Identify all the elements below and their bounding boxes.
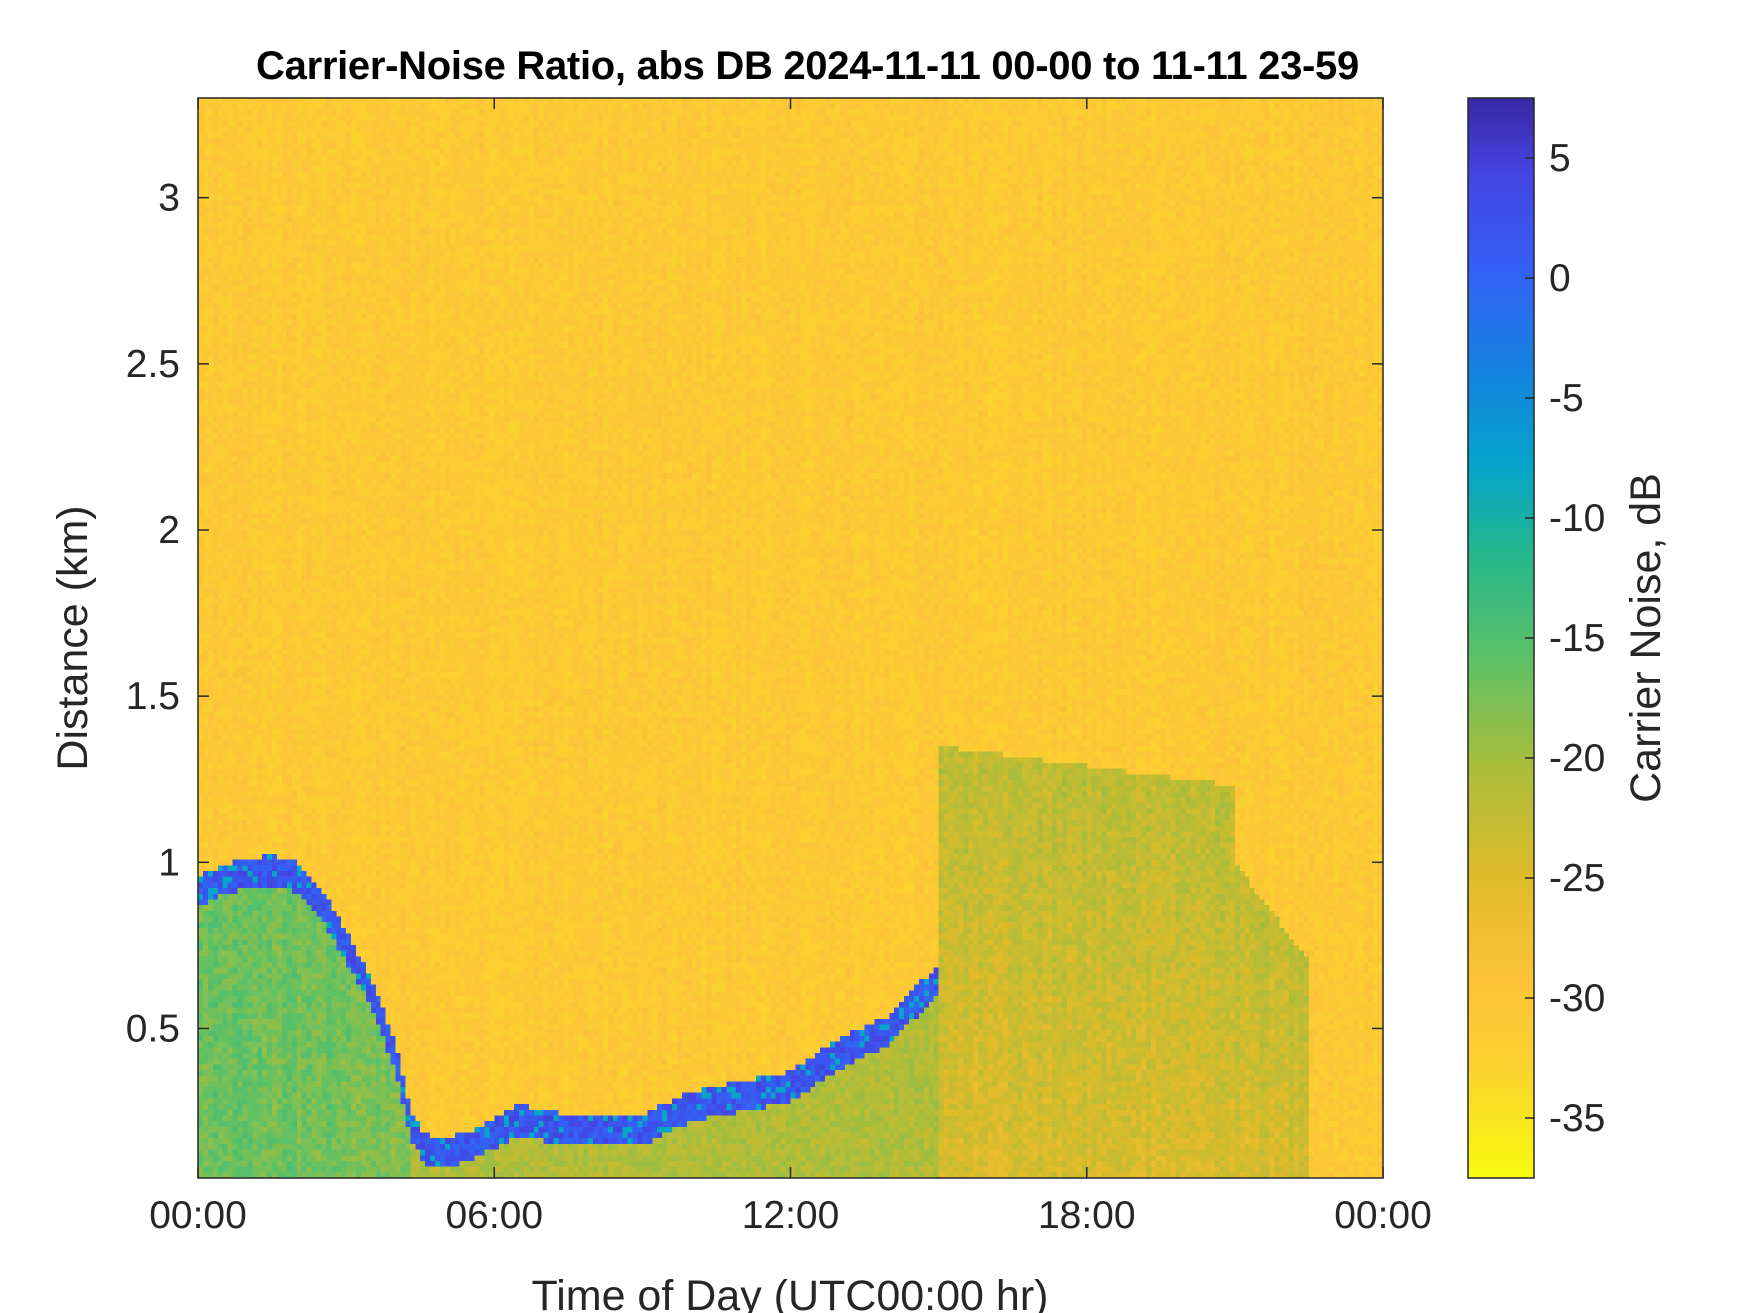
colorbar-tick-label: -25	[1549, 857, 1605, 900]
y-tick-label: 2.5	[126, 343, 180, 386]
y-axis-ticks: 0.5 1 1.5 2 2.5 3	[126, 177, 1383, 1050]
y-tick-label: 3	[158, 177, 180, 220]
colorbar-ticks: 5 0 -5 -10 -15 -20 -25 -30 -35	[1525, 137, 1605, 1140]
x-tick-label: 06:00	[445, 1194, 543, 1237]
colorbar-tick-label: -20	[1549, 737, 1605, 780]
colorbar-tick-label: -30	[1549, 977, 1605, 1020]
colorbar-tick-label: -5	[1549, 377, 1584, 420]
x-axis-ticks: 00:00 06:00 12:00 18:00 00:00	[149, 98, 1432, 1237]
x-tick-label: 00:00	[1334, 1194, 1432, 1237]
colorbar-tick-label: -15	[1549, 617, 1605, 660]
colorbar-tick-label: 0	[1549, 257, 1571, 300]
x-axis-label: Time of Day (UTC00:00 hr)	[532, 1272, 1049, 1313]
colorbar	[1467, 97, 1535, 1179]
colorbar-tick-label: -35	[1549, 1097, 1605, 1140]
y-tick-label: 1.5	[126, 675, 180, 718]
y-tick-label: 0.5	[126, 1007, 180, 1050]
x-tick-label: 12:00	[742, 1194, 840, 1237]
chart-title: Carrier-Noise Ratio, abs DB 2024-11-11 0…	[256, 44, 1359, 88]
y-tick-label: 1	[158, 841, 180, 884]
colorbar-tick-label: 5	[1549, 137, 1571, 180]
colorbar-label: Carrier Noise, dB	[1622, 473, 1670, 803]
heatmap-image	[198, 98, 1383, 1178]
colorbar-tick-label: -10	[1549, 497, 1605, 540]
x-tick-label: 00:00	[149, 1194, 247, 1237]
x-tick-label: 18:00	[1038, 1194, 1136, 1237]
y-axis-label: Distance (km)	[49, 505, 97, 770]
y-tick-label: 2	[158, 509, 180, 552]
